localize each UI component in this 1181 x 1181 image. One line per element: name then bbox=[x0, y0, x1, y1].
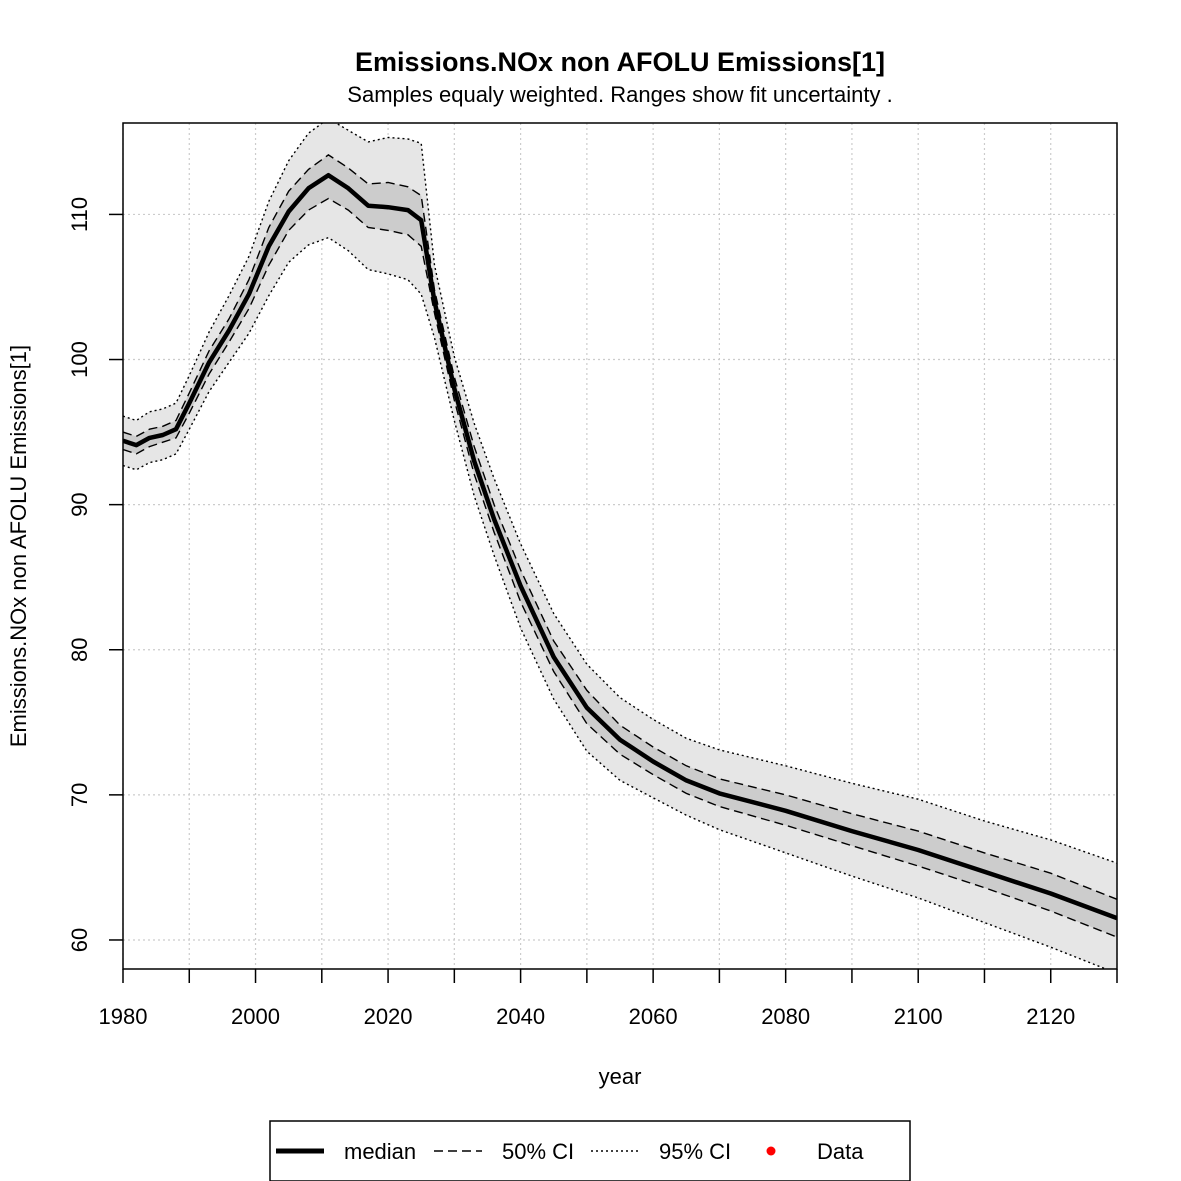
y-axis: 60 70 80 90 100 110 bbox=[67, 197, 123, 952]
y-tick-label: 60 bbox=[67, 928, 92, 952]
x-tick-label: 2080 bbox=[761, 1004, 810, 1029]
y-tick-label: 90 bbox=[67, 492, 92, 516]
series-lines bbox=[123, 123, 1117, 969]
ci50-lower-line bbox=[123, 197, 1117, 938]
legend-data-swatch bbox=[766, 1146, 776, 1156]
legend-ci50-label: 50% CI bbox=[502, 1139, 574, 1164]
y-tick-label: 80 bbox=[67, 638, 92, 662]
x-tick-label: 2000 bbox=[231, 1004, 280, 1029]
x-tick-label: 1980 bbox=[99, 1004, 148, 1029]
x-tick-label: 2120 bbox=[1026, 1004, 1075, 1029]
x-tick-label: 2020 bbox=[364, 1004, 413, 1029]
y-tick-label: 110 bbox=[67, 197, 92, 232]
ci50-upper-line bbox=[123, 154, 1117, 900]
legend-ci95-label: 95% CI bbox=[659, 1139, 731, 1164]
y-axis-label: Emissions.NOx non AFOLU Emissions[1] bbox=[6, 345, 31, 747]
chart-subtitle: Samples equaly weighted. Ranges show fit… bbox=[347, 82, 892, 107]
median-line bbox=[123, 172, 1117, 921]
ci95-upper-line bbox=[123, 123, 1117, 864]
legend-box bbox=[269, 1120, 911, 1181]
y-tick-label: 100 bbox=[67, 341, 92, 378]
x-axis-label: year bbox=[599, 1064, 642, 1089]
plot-frame bbox=[122, 122, 1118, 970]
x-axis: 1980 2000 2020 2040 2060 2080 2100 2120 bbox=[99, 969, 1118, 1029]
y-tick-label: 70 bbox=[67, 783, 92, 807]
x-tick-label: 2040 bbox=[496, 1004, 545, 1029]
ci95-lower-line bbox=[123, 236, 1108, 969]
legend-median-label: median bbox=[344, 1139, 416, 1164]
x-tick-label: 2060 bbox=[629, 1004, 678, 1029]
legend: median 50% CI 95% CI Data bbox=[269, 1120, 911, 1181]
chart-title: Emissions.NOx non AFOLU Emissions[1] bbox=[355, 47, 885, 77]
x-tick-label: 2100 bbox=[894, 1004, 943, 1029]
legend-data-label: Data bbox=[817, 1139, 864, 1164]
